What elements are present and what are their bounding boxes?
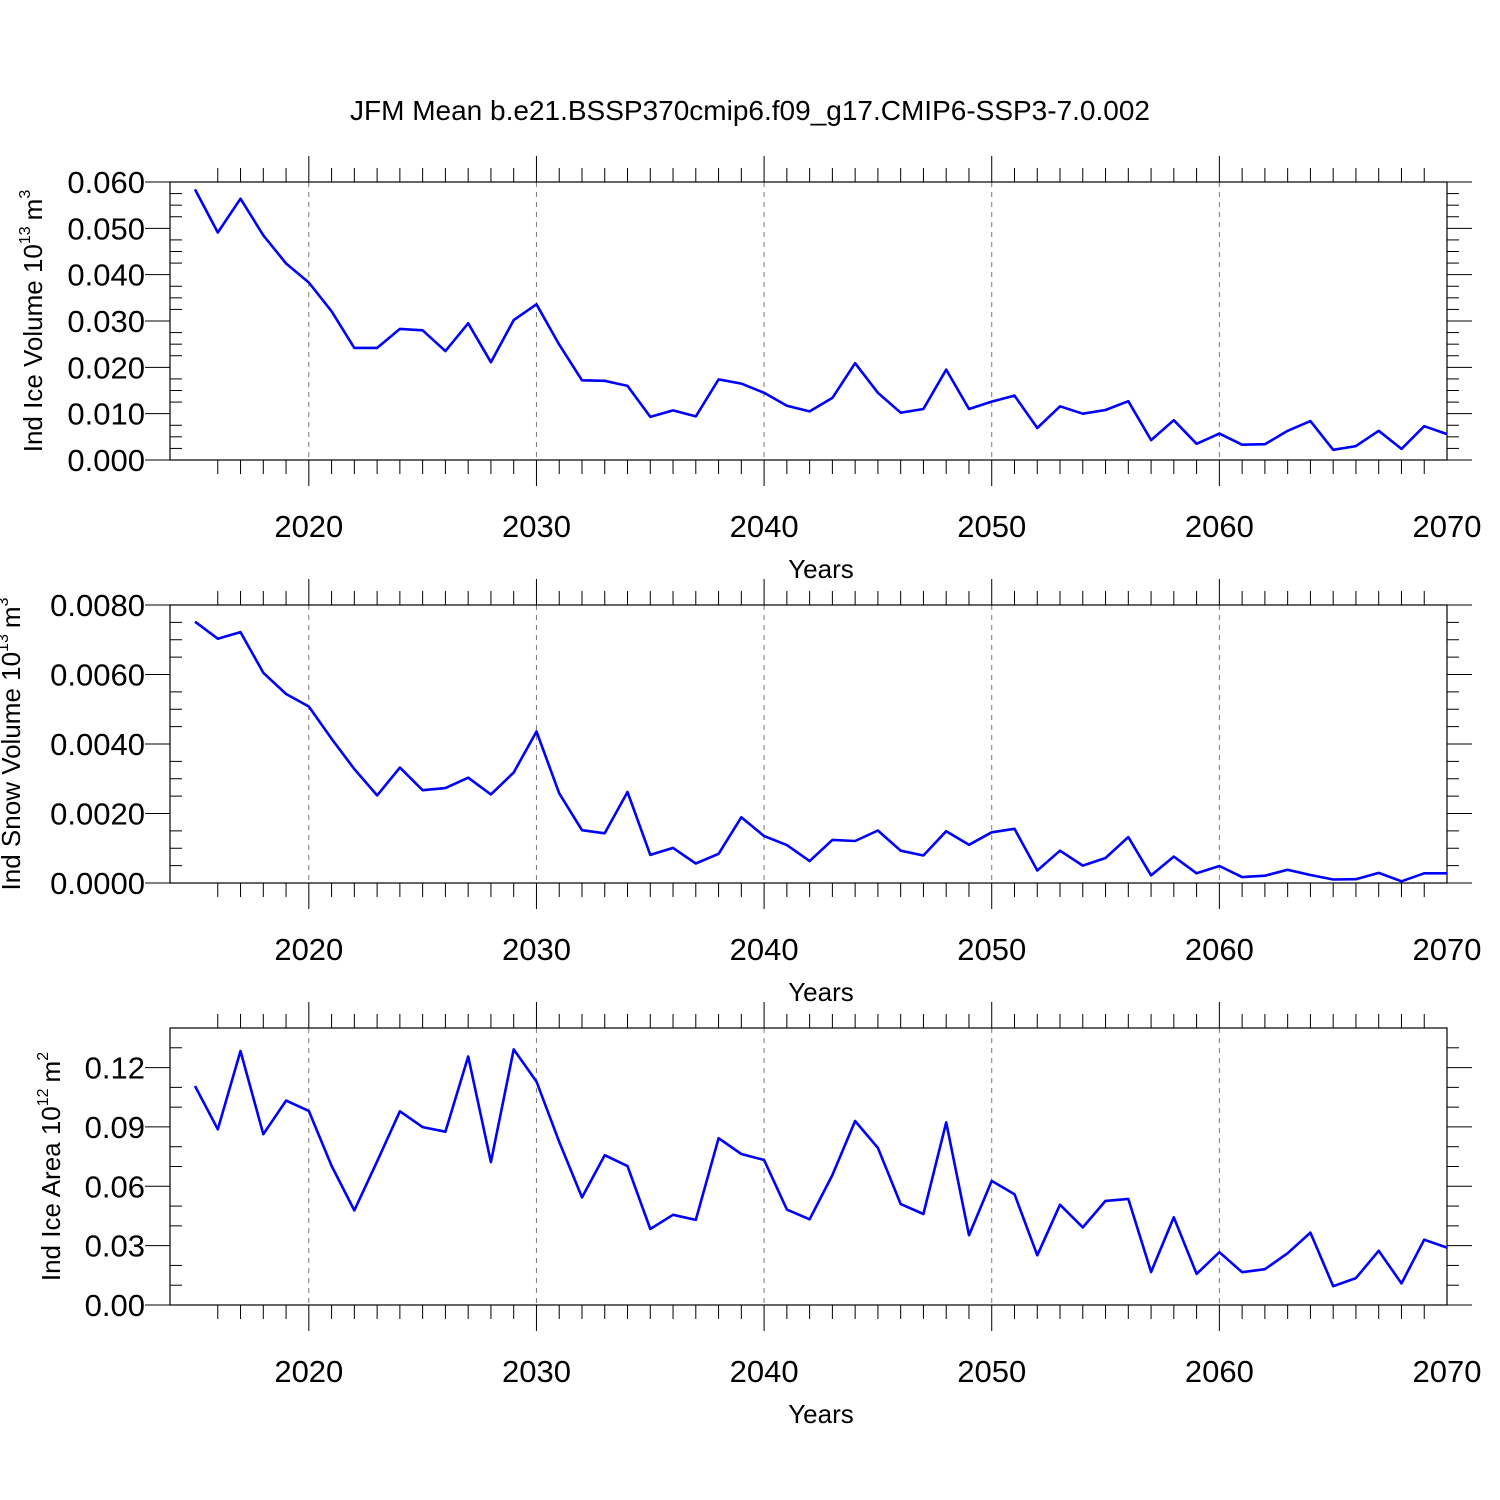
panel-1-y-tick-label: 0.020 [67, 350, 145, 385]
panel-1-x-tick-label: 2020 [274, 509, 343, 544]
panel-1-y-tick-label: 0.060 [67, 165, 145, 200]
panel-2-x-tick-label: 2040 [730, 932, 799, 967]
panel-2-x-axis-title: Years [788, 977, 854, 1007]
panel-1-series-line [193, 188, 1448, 452]
panel-1: 2020 2030 2040 2050 2060 2070 Years 0.000 0.010 0… [17, 156, 1481, 584]
panel-2-x-tick-label: 2070 [1413, 932, 1482, 967]
panel-1-x-tick-label: 2030 [502, 509, 571, 544]
panel-1-x-tick-label: 2040 [730, 509, 799, 544]
panel-3-x-axis-title: Years [788, 1399, 854, 1429]
panel-3-y-tick-label: 0.09 [85, 1110, 145, 1145]
panel-1-y-tick-label: 0.050 [67, 211, 145, 246]
panel-1-y-tick-label: 0.000 [67, 443, 145, 478]
panel-1-x-axis-title: Years [788, 554, 854, 584]
panel-2-y-axis-title-unit: m [0, 606, 26, 628]
panel-1-y-axis-title: Ind Ice Volume 1013 m3 [17, 190, 48, 453]
panel-3-y-axis-title-unit: m [36, 1061, 66, 1083]
panel-1-x-tick-label: 2060 [1185, 509, 1254, 544]
panel-3-x-tick-label: 2060 [1185, 1354, 1254, 1389]
panel-3: 2020 2030 2040 2050 2060 2070 Years 0.00 0.03 0.0… [35, 1002, 1481, 1429]
panel-2-y-axis-title-unit-exponent: 3 [0, 597, 12, 606]
panel-2-x-tick-label: 2030 [502, 932, 571, 967]
panel-2: 2020 2030 2040 2050 2060 2070 Years 0.0000 0.002… [0, 579, 1481, 1007]
panel-2-series-line [194, 620, 1447, 883]
panel-3-y-tick-label: 0.06 [85, 1169, 145, 1204]
panel-3-x-tick-label: 2050 [957, 1354, 1026, 1389]
panel-3-x-tick-label: 2020 [274, 1354, 343, 1389]
panel-3-y-axis-title-unit-exponent: 2 [35, 1052, 52, 1061]
panel-2-x-tick-label: 2060 [1185, 932, 1254, 967]
panel-2-y-tick-label: 0.0080 [50, 588, 145, 623]
panel-2-y-axis-title-text: Ind Snow Volume 10 [0, 652, 26, 891]
panel-1-y-tick-label: 0.010 [67, 397, 145, 432]
panel-2-y-axis-title-exponent: 13 [0, 634, 12, 652]
panel-3-y-axis-title-text: Ind Ice Area 10 [36, 1106, 66, 1281]
panel-2-x-tick-label: 2020 [274, 932, 343, 967]
panel-1-y-tick-label: 0.030 [67, 304, 145, 339]
panel-2-y-tick-label: 0.0060 [50, 658, 145, 693]
panel-2-y-tick-label: 0.0020 [50, 797, 145, 832]
panel-2-x-tick-label: 2050 [957, 932, 1026, 967]
panel-1-y-axis-title-text: Ind Ice Volume 10 [18, 244, 48, 452]
panel-3-y-tick-label: 0.12 [85, 1051, 145, 1086]
panel-3-x-tick-label: 2030 [502, 1354, 571, 1389]
panel-2-y-tick-label: 0.0000 [50, 866, 145, 901]
panel-3-x-tick-label: 2040 [730, 1354, 799, 1389]
panel-1-x-tick-label: 2050 [957, 509, 1026, 544]
panel-3-y-axis-title-exponent: 12 [35, 1088, 52, 1106]
panel-2-y-axis-title: Ind Snow Volume 1013 m3 [0, 597, 26, 890]
panel-3-y-axis-title: Ind Ice Area 1012 m2 [35, 1052, 66, 1281]
panel-1-y-axis-title-unit: m [18, 199, 48, 221]
panel-3-x-tick-label: 2070 [1413, 1354, 1482, 1389]
panel-2-y-tick-label: 0.0040 [50, 727, 145, 762]
figure-title: JFM Mean b.e21.BSSP370cmip6.f09_g17.CMIP… [350, 95, 1150, 126]
panel-3-y-tick-label: 0.03 [85, 1229, 145, 1264]
panel-1-y-tick-label: 0.040 [67, 258, 145, 293]
panel-3-series-line [193, 1048, 1448, 1288]
panel-3-y-tick-label: 0.00 [85, 1288, 145, 1323]
panels: 2020 2030 2040 2050 2060 2070 Years 0.000 0.010 0… [0, 156, 1481, 1429]
panel-1-y-axis-title-exponent: 13 [17, 226, 34, 244]
panel-1-x-tick-label: 2070 [1413, 509, 1482, 544]
panel-1-y-axis-title-unit-exponent: 3 [17, 190, 34, 199]
